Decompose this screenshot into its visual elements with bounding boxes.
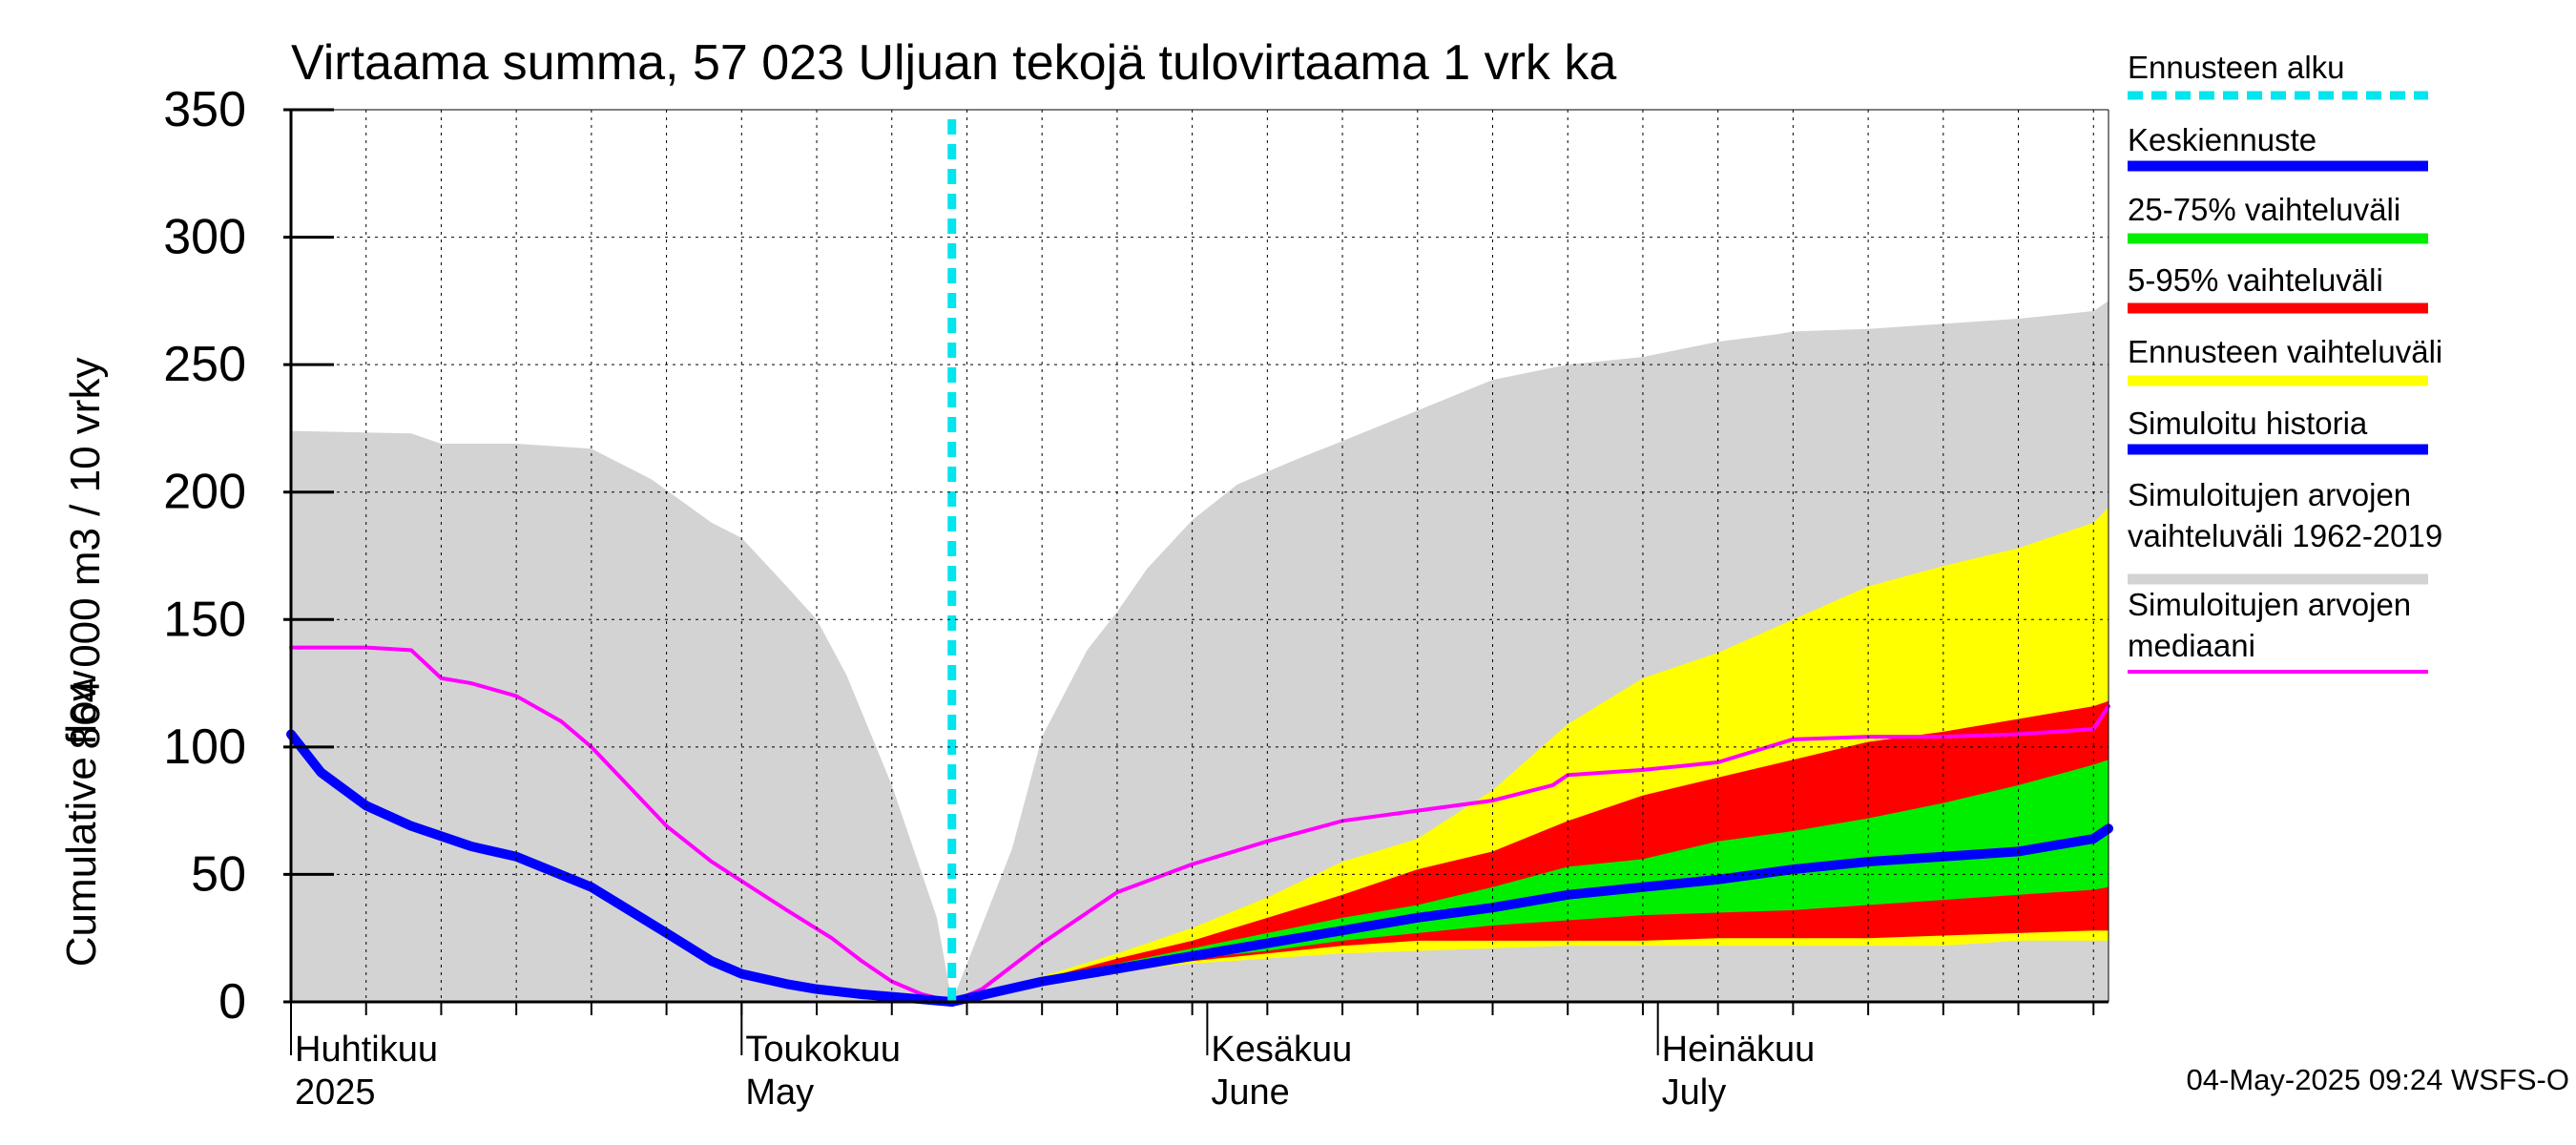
- line-simuloitu-historia: [286, 729, 957, 1007]
- legend-label: 5-95% vaihteluväli: [2128, 262, 2383, 298]
- x-month-label: Toukokuu: [745, 1030, 901, 1070]
- plot-area: [286, 119, 2113, 1007]
- legend-label: vaihteluväli 1962-2019: [2128, 518, 2442, 553]
- band-25-75-vaihteluv-li: [951, 760, 2109, 1002]
- chart-title: Virtaama summa, 57 023 Uljuan tekojä tul…: [291, 35, 1616, 91]
- line-keskiennuste: [946, 823, 2113, 1007]
- legend-label: Keskiennuste: [2128, 122, 2316, 157]
- y-tick-label: 350: [163, 82, 246, 137]
- legend-label: mediaani: [2128, 628, 2255, 663]
- legend-label: Simuloitujen arvojen: [2128, 587, 2411, 622]
- x-month-sublabel: June: [1211, 1072, 1289, 1113]
- y-tick-label: 100: [163, 719, 246, 775]
- band-5-95-vaihteluv-li: [951, 700, 2109, 1002]
- y-tick-label: 150: [163, 592, 246, 647]
- x-month-sublabel: July: [1662, 1072, 1727, 1113]
- y-tick-label: 200: [163, 465, 246, 520]
- y-tick-label: 250: [163, 337, 246, 392]
- y-tick-label: 0: [218, 974, 246, 1030]
- y-tick-label: 300: [163, 210, 246, 265]
- x-month-label: Huhtikuu: [295, 1030, 438, 1070]
- x-month-label: Heinäkuu: [1662, 1030, 1816, 1070]
- legend-label: Simuloitu historia: [2128, 406, 2368, 441]
- x-month-sublabel: May: [745, 1072, 814, 1113]
- legend: Ennusteen alku Keskiennuste 25-75% vaihtel…: [2128, 50, 2442, 674]
- footer-timestamp: 04-May-2025 09:24 WSFS-O: [2187, 1063, 2569, 1096]
- legend-label: Simuloitujen arvojen: [2128, 477, 2411, 512]
- line-simuloitujen-arvojen-mediaani: [289, 645, 2110, 1004]
- x-month-label: Kesäkuu: [1211, 1030, 1352, 1070]
- legend-label: Ennusteen alku: [2128, 50, 2345, 85]
- x-month-sublabel: 2025: [295, 1072, 376, 1113]
- y-tick-label: 50: [191, 846, 246, 902]
- y-axis-label-secondary: Cumulative flow: [58, 671, 105, 968]
- y-axis-label-primary: 864 000 m3 / 10 vrky: [62, 358, 109, 750]
- legend-label: 25-75% vaihteluväli: [2128, 192, 2400, 227]
- legend-label: Ennusteen vaihteluväli: [2128, 334, 2442, 369]
